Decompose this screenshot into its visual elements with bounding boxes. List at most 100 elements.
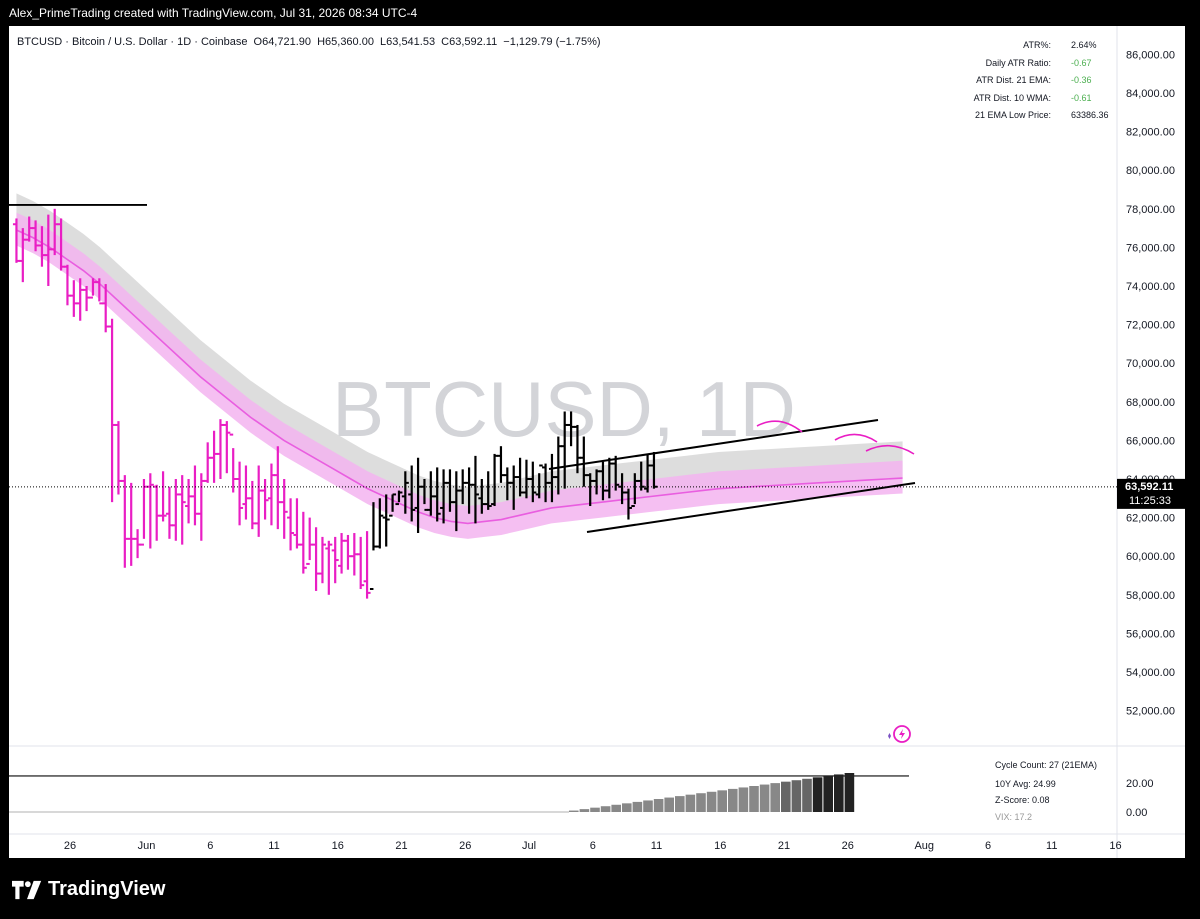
ohlc-bar: [267, 463, 275, 526]
swing-high-arc: [756, 420, 803, 433]
cycle-count-bar: [590, 807, 600, 812]
ohlc-bar: [242, 465, 250, 520]
swing-high-arc: [834, 433, 878, 443]
avg-label: 10Y Avg: 24.99: [995, 779, 1056, 789]
x-tick-label: 26: [64, 840, 76, 852]
cycle-count-bar: [738, 787, 749, 812]
high-value: H65,360.00: [317, 36, 374, 48]
ema-band: [16, 212, 903, 539]
channel-lower-line: [586, 482, 916, 533]
y-tick-label: 66,000.00: [1126, 435, 1175, 447]
symbol-legend: BTCUSD · Bitcoin / U.S. Dollar · 1D · Co…: [17, 36, 604, 48]
x-tick-label: 11: [1046, 840, 1057, 852]
tradingview-logo-icon: [12, 880, 42, 899]
y-tick-label: 52,000.00: [1126, 706, 1175, 718]
ohlc-bar: [363, 531, 371, 599]
zscore-label: Z-Score: 0.08: [995, 795, 1050, 805]
ohlc-bar: [312, 527, 320, 591]
x-tick-label: Jun: [138, 840, 156, 852]
ohlc-bar: [408, 465, 416, 522]
bar-countdown-label: 11:25:33: [1129, 495, 1171, 507]
indicator-axis-label: 0.00: [1126, 807, 1147, 819]
y-tick-label: 82,000.00: [1126, 127, 1175, 139]
y-tick-label: 56,000.00: [1126, 628, 1175, 640]
ohlc-bar: [229, 433, 237, 493]
current-price-label: 63,592.11: [1125, 481, 1173, 493]
x-tick-label: 21: [395, 840, 407, 852]
ohlc-bar: [484, 471, 492, 510]
ohlc-bar: [287, 498, 295, 551]
stat-value: 2.64%: [1071, 40, 1097, 50]
cycle-count-bar: [685, 794, 696, 812]
cycle-count-bar: [770, 783, 780, 812]
y-tick-label: 76,000.00: [1126, 242, 1175, 254]
cycle-count-bar: [791, 780, 802, 812]
stat-label: ATR Dist. 10 WMA:: [973, 92, 1051, 103]
ohlc-bar: [274, 446, 282, 530]
cycle-count-bar: [749, 786, 759, 812]
ohlc-bar: [178, 475, 186, 545]
ohlc-bar: [216, 419, 224, 479]
ohlc-bar: [382, 494, 390, 547]
x-tick-label: 21: [778, 840, 790, 852]
stat-value: -0.61: [1071, 92, 1092, 103]
ohlc-bar: [325, 540, 333, 595]
cycle-count-bar: [632, 801, 643, 812]
cycle-count-bar: [600, 806, 611, 812]
y-tick-label: 62,000.00: [1126, 513, 1175, 525]
ohlc-bar: [114, 421, 122, 495]
x-tick-label: 16: [714, 840, 726, 852]
x-tick-label: 26: [842, 840, 854, 852]
ohlc-bar: [236, 461, 244, 526]
open-value: O64,721.90: [253, 36, 312, 48]
price-chart[interactable]: BTCUSD, 1D 52,000.0054,000.0056,000.0058…: [9, 26, 1185, 858]
ohlc-bar: [401, 471, 409, 514]
ohlc-bar: [529, 461, 537, 503]
lightning-icon[interactable]: [888, 725, 911, 743]
ohlc-bar: [318, 536, 326, 584]
x-tick-label: 6: [590, 840, 596, 852]
stat-label: ATR Dist. 21 EMA:: [976, 75, 1051, 85]
ohlc-bar: [535, 464, 543, 499]
ohlc-bar: [344, 534, 352, 570]
ohlc-bar: [338, 533, 346, 574]
ohlc-bar: [197, 473, 205, 541]
ohlc-bar: [299, 511, 307, 574]
ohlc-bar: [293, 498, 301, 549]
cycle-count-bar: [728, 788, 738, 812]
ohlc-bar: [306, 517, 314, 565]
cycle-count-bar: [622, 803, 632, 812]
y-tick-label: 84,000.00: [1126, 88, 1175, 100]
stat-label: Daily ATR Ratio:: [985, 57, 1051, 68]
x-tick-label: 11: [651, 840, 662, 852]
x-tick-label: 16: [332, 840, 344, 852]
ohlc-bar: [255, 465, 263, 537]
ohlc-bar: [261, 479, 269, 520]
ohlc-bar: [134, 529, 142, 559]
x-tick-label: 6: [985, 840, 991, 852]
stat-label: ATR%:: [1023, 40, 1051, 50]
cycle-count-bar: [611, 804, 621, 812]
y-tick-label: 78,000.00: [1126, 204, 1175, 216]
y-tick-label: 68,000.00: [1126, 397, 1175, 409]
cycle-count-bar: [664, 797, 674, 812]
change-value: −1,129.79 (−1.75%): [503, 36, 601, 48]
chart-frame[interactable]: BTCUSD, 1D 52,000.00 54,000.00 56,000.00 58…: [9, 26, 1185, 858]
cycle-count-bar: [643, 800, 653, 812]
current-price-marker: [1117, 478, 1185, 509]
tradingview-brand: TradingView: [12, 878, 165, 901]
ohlc-bar: [248, 480, 256, 530]
y-tick-label: 70,000.00: [1126, 358, 1175, 370]
indicator-axis-label: 20.00: [1126, 778, 1154, 790]
symbol-info[interactable]: BTCUSD · Bitcoin / U.S. Dollar · 1D · Co…: [17, 36, 248, 48]
ohlc-bar: [204, 442, 212, 483]
ohlc-bar: [350, 533, 358, 576]
x-tick-label: 6: [207, 840, 213, 852]
low-value: L63,541.53: [380, 36, 436, 48]
stat-value: -0.67: [1071, 57, 1092, 68]
ohlc-bar: [70, 280, 78, 317]
ohlc-bar: [369, 502, 377, 591]
close-value: C63,592.11: [441, 36, 498, 48]
ohlc-bar: [471, 455, 479, 524]
cycle-count-bar: [759, 784, 770, 812]
